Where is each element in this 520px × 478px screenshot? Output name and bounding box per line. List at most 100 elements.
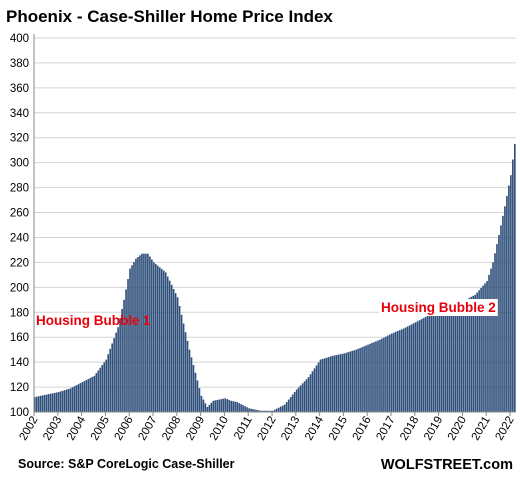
- bar: [266, 410, 268, 412]
- bar: [57, 392, 60, 412]
- bar: [254, 409, 256, 412]
- bar: [59, 391, 62, 412]
- bar: [359, 348, 361, 412]
- bar: [452, 305, 455, 412]
- bar: [228, 399, 231, 412]
- x-tick-label: 2012: [255, 415, 278, 443]
- bar: [131, 265, 133, 412]
- bar: [35, 396, 38, 412]
- bar: [214, 400, 217, 412]
- bar: [289, 397, 292, 412]
- bar: [317, 362, 320, 412]
- bar: [133, 261, 135, 412]
- bar: [250, 408, 252, 412]
- bar: [422, 318, 425, 412]
- bar: [442, 310, 445, 412]
- y-tick-label: 260: [10, 208, 29, 220]
- bar: [274, 409, 276, 412]
- bar: [297, 387, 300, 412]
- bar: [315, 365, 318, 412]
- bar: [109, 348, 111, 412]
- bar: [184, 332, 187, 412]
- bar: [160, 269, 163, 412]
- x-tick-label: 2007: [136, 415, 159, 443]
- bar: [506, 195, 508, 412]
- bar: [212, 400, 215, 412]
- bar: [111, 343, 113, 412]
- bar: [448, 307, 451, 412]
- bar: [375, 341, 377, 412]
- y-tick-label: 160: [10, 332, 29, 344]
- bar: [295, 389, 298, 412]
- bar: [385, 336, 387, 412]
- bar: [347, 352, 350, 412]
- bar: [402, 328, 405, 412]
- bar: [43, 394, 46, 412]
- bar: [105, 359, 108, 412]
- bar: [155, 264, 157, 412]
- bar: [329, 356, 332, 412]
- bar: [196, 380, 199, 412]
- bar: [238, 403, 240, 412]
- bar: [480, 287, 482, 412]
- bar: [164, 272, 167, 412]
- bar: [369, 343, 371, 412]
- x-tick-label: 2019: [422, 415, 445, 443]
- bar: [353, 350, 355, 412]
- bar: [97, 370, 100, 412]
- bar: [242, 405, 244, 412]
- bar: [87, 378, 90, 412]
- bar: [275, 408, 278, 412]
- bar: [178, 306, 181, 412]
- bar: [484, 283, 486, 412]
- bar: [486, 281, 488, 412]
- bar: [125, 289, 127, 412]
- bar: [472, 295, 474, 412]
- x-tick-label: 2011: [232, 415, 255, 442]
- bar: [456, 303, 459, 412]
- bar: [420, 319, 423, 412]
- bar: [307, 377, 310, 412]
- x-tick-label: 2014: [303, 414, 326, 443]
- bar: [73, 386, 76, 412]
- bar: [502, 215, 504, 412]
- bar: [488, 274, 490, 412]
- bar: [49, 393, 52, 412]
- bar: [321, 359, 324, 412]
- bar: [264, 410, 266, 412]
- bar: [508, 185, 510, 412]
- bar: [39, 395, 42, 412]
- bar: [309, 374, 312, 412]
- y-axis-ticks: 100 120 140 160 180 200 220 240 260 280 300 320 340 3…: [10, 33, 29, 419]
- bar: [232, 401, 234, 412]
- bar: [45, 394, 48, 412]
- bar: [51, 393, 54, 412]
- bar: [258, 410, 260, 412]
- bar: [281, 405, 284, 412]
- bar: [301, 383, 304, 412]
- bar: [416, 321, 419, 412]
- bar: [361, 347, 363, 412]
- bar: [69, 388, 72, 412]
- bar: [283, 404, 286, 412]
- bar: [186, 340, 189, 412]
- x-axis-ticks: 2002 2003 2004 2005 2006 2007 2008 2009 2010 2011…: [17, 412, 517, 443]
- bar: [147, 253, 149, 412]
- bar: [339, 354, 342, 412]
- bar: [391, 333, 393, 412]
- bar: [444, 309, 447, 412]
- bar: [208, 404, 211, 412]
- bar: [355, 349, 357, 412]
- bar: [460, 301, 463, 412]
- brand-label: WOLFSTREET.com: [381, 457, 513, 473]
- bar: [246, 407, 248, 412]
- bar: [188, 349, 191, 412]
- bar: [323, 358, 326, 412]
- annotation-housing-bubble-2: Housing Bubble 2: [381, 300, 496, 315]
- y-tick-label: 100: [10, 407, 29, 419]
- y-tick-label: 180: [10, 307, 29, 319]
- bar: [500, 225, 502, 412]
- bar: [331, 355, 334, 412]
- bar: [311, 371, 314, 412]
- bar: [466, 298, 469, 412]
